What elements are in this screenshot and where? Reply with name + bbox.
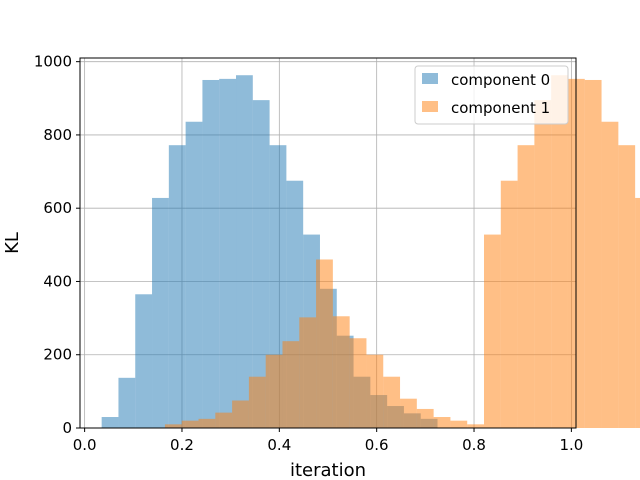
histogram-bar-component-1 <box>635 197 640 428</box>
histogram-bar-component-0 <box>219 78 237 428</box>
histogram-bar-component-1 <box>534 100 552 428</box>
histogram-bar-component-0 <box>118 377 136 428</box>
legend-box <box>414 65 569 125</box>
histogram-bar-component-1 <box>467 424 485 428</box>
histogram-bar-component-0 <box>135 294 153 428</box>
histogram-bar-component-1 <box>500 180 518 428</box>
histogram-bar-component-1 <box>299 317 317 428</box>
histogram-bar-component-1 <box>383 376 401 428</box>
histogram-bar-component-0 <box>202 79 220 429</box>
histogram-bar-component-0 <box>168 145 186 429</box>
legend-label-component-1: component 1 <box>451 99 550 117</box>
x-tick-label: 0.2 <box>170 436 194 454</box>
legend-label-component-0: component 0 <box>451 71 550 89</box>
legend: component 0 component 1 <box>414 65 569 125</box>
x-tick-label: 0.6 <box>365 436 389 454</box>
y-tick-label: 400 <box>43 272 72 290</box>
x-axis-label: iteration <box>290 460 366 480</box>
histogram-bar-component-1 <box>215 412 233 428</box>
histogram-bar-component-1 <box>181 420 199 428</box>
histogram-bar-component-1 <box>349 338 367 428</box>
histogram-bar-component-1 <box>232 400 249 428</box>
histogram-bar-component-1 <box>265 354 283 428</box>
histogram-bar-component-1 <box>416 408 434 428</box>
histogram-bar-component-0 <box>152 197 169 428</box>
histogram-bar-component-1 <box>517 145 535 429</box>
y-tick-label: 1000 <box>34 53 72 71</box>
histogram-bar-component-1 <box>551 75 568 428</box>
histogram-bar-component-1 <box>400 398 417 428</box>
y-axis-label: KL <box>2 232 23 254</box>
histogram-bar-component-0 <box>236 75 253 428</box>
series-component-1-bars <box>164 75 640 429</box>
y-tick-label: 800 <box>43 126 72 144</box>
histogram-bar-component-1 <box>248 376 266 428</box>
histogram-bar-component-1 <box>366 354 384 428</box>
x-tick-label: 1.0 <box>559 436 583 454</box>
histogram-bar-component-1 <box>316 259 333 428</box>
x-tick-label: 0.0 <box>73 436 97 454</box>
histogram-bar-component-1 <box>618 145 636 429</box>
x-axis-ticks: 0.0 0.2 0.4 0.6 0.8 1.0 <box>73 428 583 454</box>
y-axis-ticks: 0 200 400 600 800 1000 <box>34 53 80 437</box>
x-tick-label: 0.8 <box>462 436 486 454</box>
histogram-bar-component-0 <box>101 417 119 428</box>
histogram-bar-component-0 <box>185 121 203 428</box>
legend-swatch-component-0 <box>422 73 438 84</box>
y-tick-label: 200 <box>43 346 72 364</box>
histogram-bar-component-0 <box>252 100 270 428</box>
histogram-bar-component-1 <box>433 417 451 428</box>
legend-swatch-component-1 <box>422 101 438 112</box>
y-tick-label: 600 <box>43 199 72 217</box>
histogram-bar-component-1 <box>584 79 602 429</box>
histogram-bar-component-1 <box>601 121 619 428</box>
histogram-bar-component-1 <box>484 234 501 428</box>
histogram-bar-component-1 <box>332 316 350 428</box>
histogram-bar-component-1 <box>198 418 216 428</box>
y-tick-label: 0 <box>62 419 72 437</box>
histogram-bar-component-1 <box>164 424 182 428</box>
histogram-bar-component-1 <box>282 341 300 428</box>
x-tick-label: 0.4 <box>267 436 291 454</box>
histogram-bar-component-1 <box>450 420 468 428</box>
plot-frame <box>79 57 577 429</box>
